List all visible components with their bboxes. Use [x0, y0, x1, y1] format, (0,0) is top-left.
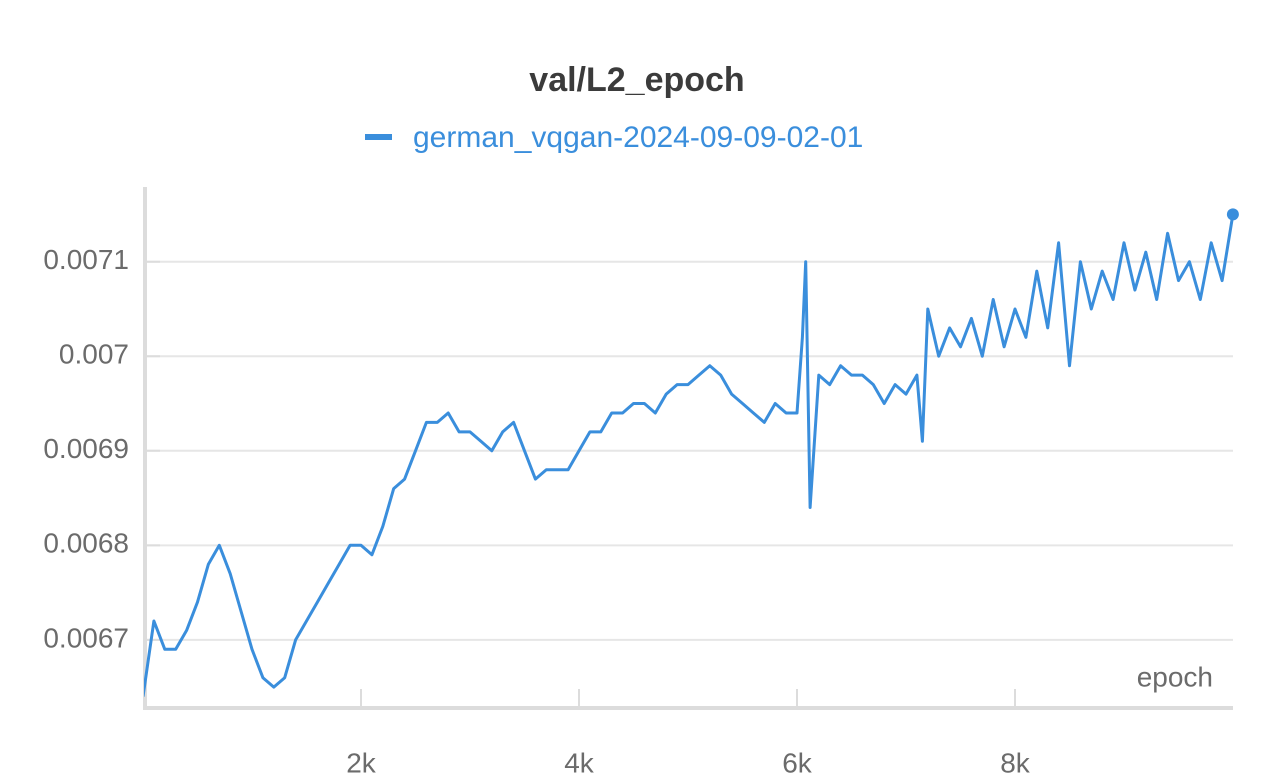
series-line: [144, 214, 1235, 697]
y-tick-label: 0.0068: [43, 528, 129, 559]
y-tick-label: 0.0071: [43, 244, 129, 275]
legend-label: german_vqgan-2024-09-09-02-01: [413, 121, 863, 154]
x-tick-label: 2k: [346, 747, 377, 778]
x-tick-label: 8k: [1000, 747, 1031, 778]
y-tick-label: 0.0069: [43, 433, 129, 464]
last-point: [1226, 208, 1239, 221]
y-tick-label: 0.007: [59, 339, 129, 370]
plot-area: [144, 214, 1235, 697]
x-tick-label: 6k: [782, 747, 813, 778]
x-axis-label: epoch: [1137, 661, 1213, 692]
x-tick-label: 4k: [564, 747, 595, 778]
y-tick-label: 0.0067: [43, 622, 129, 653]
chart-title: val/L2_epoch: [529, 61, 744, 99]
